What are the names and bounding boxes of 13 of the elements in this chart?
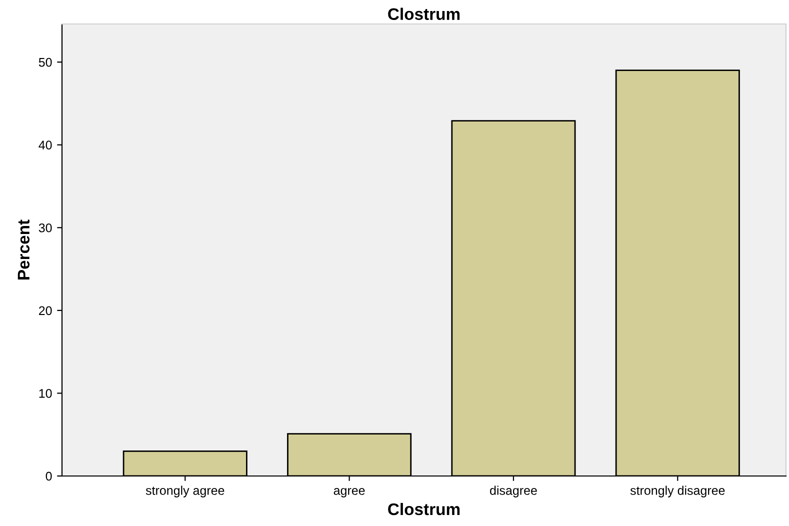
x-tick-label: strongly disagree	[630, 486, 725, 498]
y-tick-label: 10	[39, 389, 52, 398]
y-tick-label: 40	[38, 140, 52, 150]
y-tick-label: 20	[39, 306, 52, 316]
x-tick-label: strongly agree	[146, 486, 224, 498]
chart-title: Clostrum	[388, 8, 460, 20]
x-tick-label: disagree	[490, 486, 537, 498]
y-axis-title: Percent	[18, 220, 30, 280]
y-tick-label: 30	[38, 223, 52, 232]
y-tick-label: 0	[46, 472, 52, 481]
x-tick-label: agree	[334, 488, 365, 498]
x-axis-title: Clostrum	[388, 502, 460, 516]
y-tick-label: 50	[38, 58, 52, 67]
